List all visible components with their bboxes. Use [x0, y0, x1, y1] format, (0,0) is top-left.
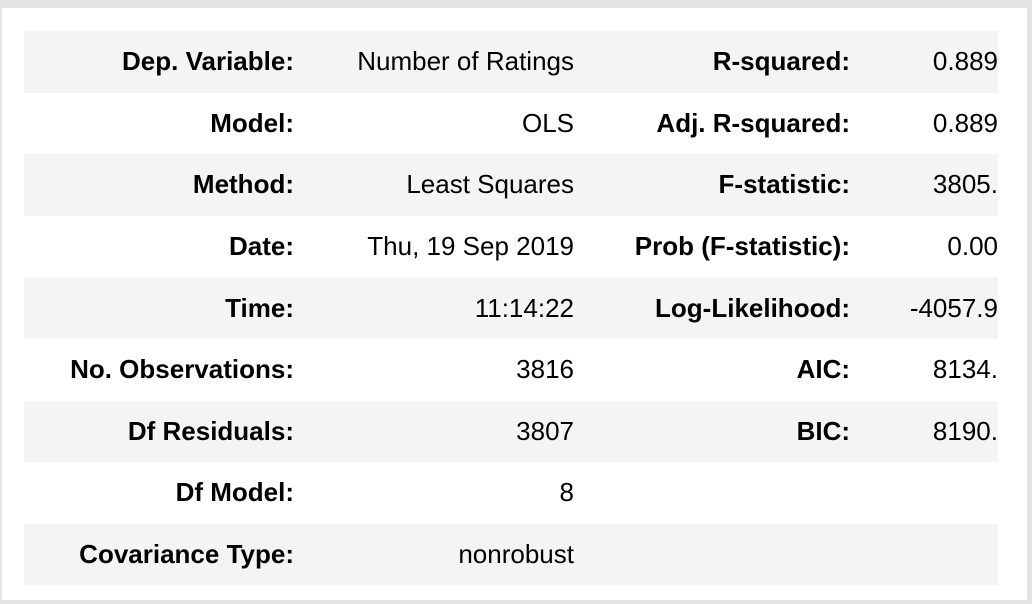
stat-value: 0.889 [932, 107, 998, 138]
row-label: Method: [192, 169, 294, 200]
stat-value: 0.889 [932, 46, 998, 77]
table-row: Date: Thu, 19 Sep 2019 Prob (F-statistic… [24, 216, 998, 278]
row-value: Number of Ratings [357, 46, 574, 77]
table-row: Method: Least Squares F-statistic: 3805. [24, 154, 998, 216]
output-panel: Dep. Variable: Number of Ratings R-squar… [2, 8, 1027, 600]
row-label: Time: [225, 292, 294, 323]
row-label: Date: [228, 231, 294, 262]
stat-label: Log-Likelihood: [655, 292, 850, 323]
stat-value [850, 462, 998, 524]
row-value: 8 [559, 477, 574, 508]
stat-label: F-statistic: [718, 169, 850, 200]
table-row: Model: OLS Adj. R-squared: 0.889 [24, 93, 998, 155]
stat-value: 3805. [932, 169, 998, 200]
ols-summary-table: Dep. Variable: Number of Ratings R-squar… [24, 31, 998, 586]
table-row: No. Observations: 3816 AIC: 8134. [24, 339, 998, 401]
stat-label [574, 524, 850, 586]
table-row: Dep. Variable: Number of Ratings R-squar… [24, 31, 998, 93]
stat-label: BIC: [796, 415, 850, 446]
row-label: Dep. Variable: [122, 46, 294, 77]
table-row: Df Model: 8 [24, 462, 998, 524]
row-value: Least Squares [406, 169, 574, 200]
table-row: Df Residuals: 3807 BIC: 8190. [24, 400, 998, 463]
table-row: Covariance Type: nonrobust [24, 523, 998, 586]
row-label: Covariance Type: [79, 539, 294, 570]
stat-value [850, 524, 998, 586]
row-label: Model: [210, 107, 294, 138]
stat-label: Prob (F-statistic): [634, 231, 850, 262]
stat-value: 8190. [932, 415, 998, 446]
stat-label: Adj. R-squared: [656, 107, 850, 138]
row-label: No. Observations: [70, 354, 294, 385]
row-value: OLS [521, 107, 574, 138]
row-label: Df Model: [175, 477, 294, 508]
stat-label [574, 462, 850, 524]
row-value: Thu, 19 Sep 2019 [367, 231, 574, 262]
stat-value: -4057.9 [909, 292, 998, 323]
row-label: Df Residuals: [127, 415, 294, 446]
stat-value: 8134. [932, 354, 998, 385]
stat-value: 0.00 [947, 231, 998, 262]
stat-label: AIC: [796, 354, 850, 385]
row-value: 3807 [516, 415, 574, 446]
row-value: 11:14:22 [474, 292, 574, 323]
stat-label: R-squared: [712, 46, 850, 77]
table-row: Time: 11:14:22 Log-Likelihood: -4057.9 [24, 277, 998, 339]
row-value: 3816 [516, 354, 574, 385]
row-value: nonrobust [458, 539, 574, 570]
